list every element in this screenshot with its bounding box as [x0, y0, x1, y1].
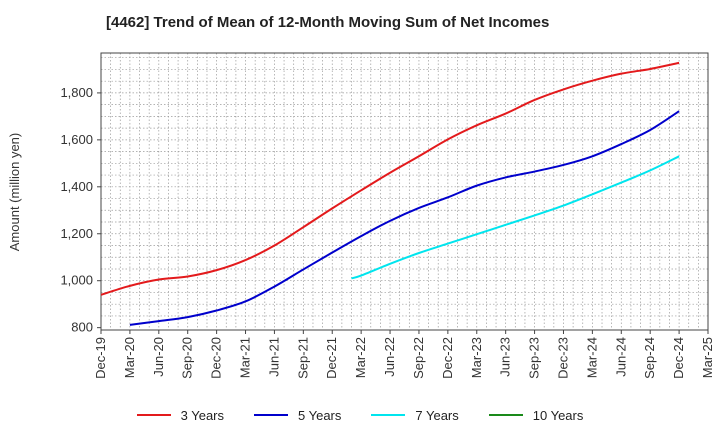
axes: 800 1,000 1,200 1,400 1,600 1,800 Dec-19 Mar-20…: [60, 52, 715, 379]
chart-title: [4462] Trend of Mean of 12-Month Moving …: [106, 14, 550, 31]
x-tick-label: Mar-20: [122, 337, 137, 378]
x-tick-label: Mar-21: [238, 337, 253, 378]
y-tick-label: 1,200: [60, 226, 93, 241]
y-tick-label: 1,400: [60, 179, 93, 194]
legend-swatch: [254, 414, 288, 416]
y-tick-label: 1,000: [60, 273, 93, 288]
legend-label: 10 Years: [532, 407, 584, 423]
legend-label: 5 Years: [298, 407, 342, 423]
series-line-5-years: [129, 110, 680, 326]
y-axis-label: Amount (million yen): [7, 133, 22, 252]
series-line-7-years: [351, 155, 680, 280]
legend-label: 3 Years: [180, 407, 224, 423]
series-line-3-years: [100, 61, 680, 296]
x-tick-label: Mar-23: [469, 337, 484, 378]
legend-item: 7 Years: [371, 407, 459, 423]
x-tick-label: Jun-22: [382, 337, 397, 377]
x-tick-label: Dec-24: [671, 337, 686, 379]
legend-swatch: [371, 414, 406, 416]
legend: 3 Years 5 Years 7 Years 10 Years: [0, 404, 720, 426]
x-tick-label: Jun-20: [151, 337, 166, 377]
x-tick-label: Dec-23: [555, 337, 570, 379]
plot-frame: [100, 52, 709, 331]
x-tick-label: Mar-24: [584, 337, 599, 378]
x-tick-label: Sep-20: [180, 337, 195, 379]
legend-swatch: [136, 414, 171, 416]
x-tick-label: Dec-22: [440, 337, 455, 379]
legend-item: 10 Years: [488, 407, 584, 423]
legend-item: 5 Years: [254, 408, 341, 423]
x-tick-label: Mar-22: [353, 337, 368, 378]
x-tick-label: Sep-23: [527, 337, 542, 379]
x-tick-label: Dec-20: [209, 337, 224, 379]
legend-label: 7 Years: [415, 407, 459, 423]
x-tick-label: Dec-19: [93, 337, 108, 379]
plot-area: [101, 53, 708, 330]
x-tick-label: Jun-21: [266, 337, 281, 377]
x-tick-label: Mar-25: [700, 337, 715, 378]
series-lines: [100, 61, 680, 326]
y-tick-label: 800: [71, 320, 93, 335]
y-tick-label: 1,600: [60, 132, 93, 147]
x-tick-label: Sep-24: [642, 337, 657, 379]
legend-swatch: [488, 414, 523, 416]
x-tick-label: Jun-24: [613, 337, 628, 377]
x-tick-label: Jun-23: [498, 337, 513, 377]
x-tick-label: Dec-21: [324, 337, 339, 379]
x-tick-label: Sep-21: [295, 337, 310, 379]
grid-lines: [100, 53, 709, 330]
legend-item: 3 Years: [136, 407, 224, 423]
y-tick-label: 1,800: [60, 85, 93, 100]
x-tick-label: Sep-22: [411, 337, 426, 379]
